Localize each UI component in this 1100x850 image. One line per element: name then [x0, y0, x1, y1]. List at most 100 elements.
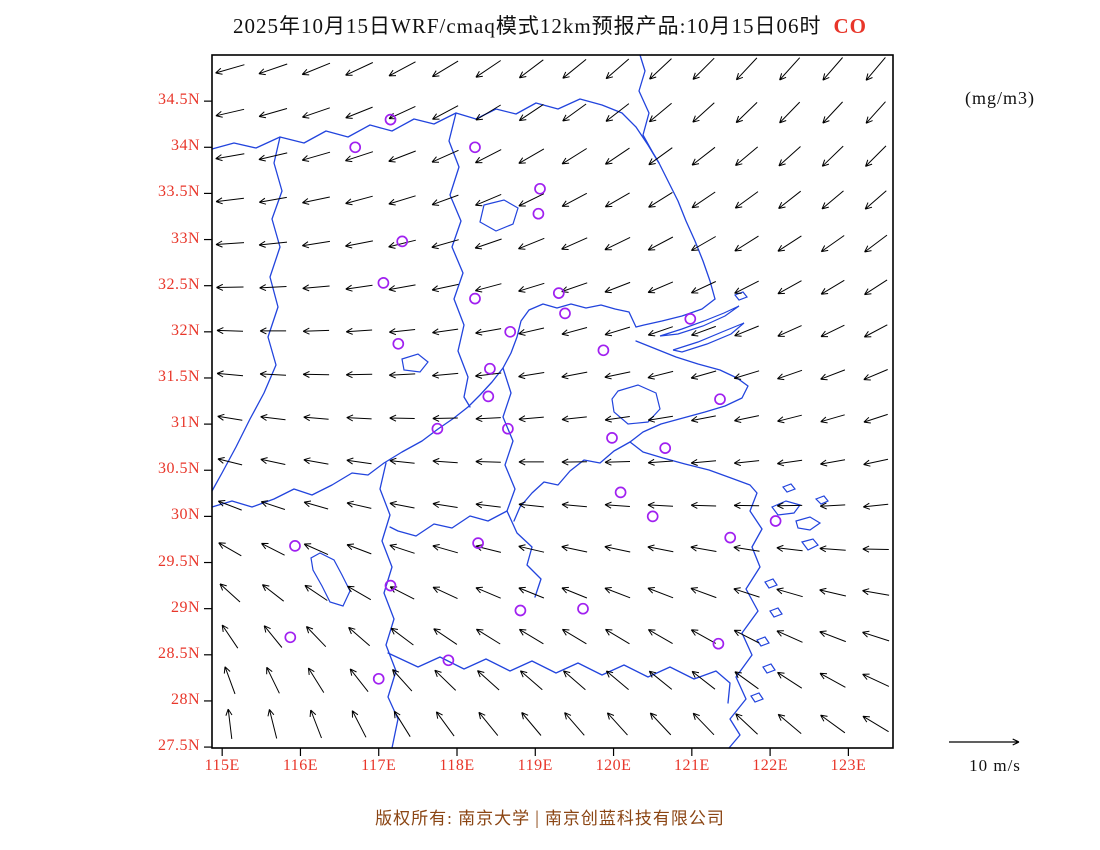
wind-arrow [862, 715, 889, 733]
station-marker [502, 422, 514, 435]
wind-arrow [215, 108, 245, 118]
station-marker [614, 486, 627, 499]
lon-axis-label: 118E [439, 757, 475, 774]
wind-arrow [475, 458, 501, 466]
wind-arrow [388, 105, 416, 120]
page-title: 2025年10月15日WRF/cmaq模式12km预报产品:10月15日06时 C… [0, 10, 1100, 40]
wind-arrow [862, 673, 890, 687]
wind-arrow [302, 107, 330, 119]
wind-arrow [692, 57, 715, 80]
wind-arrow [735, 57, 758, 81]
wind-arrow [434, 669, 457, 691]
wind-arrow [690, 458, 717, 466]
wind-arrow [776, 544, 803, 552]
wind-arrow [309, 709, 322, 739]
wind-arrow [561, 415, 587, 423]
wind-arrow [563, 670, 586, 691]
wind-arrow [864, 279, 888, 296]
wind-arrow [301, 151, 331, 162]
lat-axis-label: 30.5N [157, 460, 200, 478]
wind-arrow [690, 370, 717, 380]
wind-arrow [604, 371, 631, 380]
wind-arrow [647, 281, 674, 294]
wind-arrow [648, 670, 673, 690]
station-marker [349, 141, 362, 154]
wind-arrow [475, 104, 501, 121]
wind-arrow [647, 501, 674, 509]
lon-axis-label: 123E [830, 757, 867, 774]
wind-arrow [820, 324, 845, 338]
lat-axis-label: 27.5N [157, 737, 200, 755]
wind-arrow [604, 192, 630, 208]
station-marker [482, 390, 495, 403]
map-plot [204, 54, 894, 756]
water-outline [401, 353, 429, 373]
wind-arrow [431, 194, 459, 206]
wind-arrow [431, 239, 459, 250]
wind-arrow [518, 628, 544, 645]
wind-arrow [864, 190, 887, 210]
boundary-path [211, 303, 637, 508]
wind-arrow [388, 371, 416, 379]
wind-arrow [733, 629, 760, 644]
water-outline [764, 578, 778, 589]
wind-arrow [389, 328, 416, 336]
wind-arrow [777, 280, 802, 295]
wind-arrow [260, 414, 286, 421]
wind-arrow [605, 58, 630, 80]
wind-arrow [301, 62, 331, 76]
wind-arrow [865, 57, 886, 81]
water-outline [479, 199, 519, 232]
wind-arrow [863, 369, 888, 381]
wind-arrow [647, 326, 673, 337]
wind-arrow [475, 371, 502, 379]
wind-arrow [733, 544, 760, 552]
wind-arrow [561, 148, 587, 165]
wind-arrow [392, 669, 413, 692]
wind-arrow [648, 102, 672, 123]
wind-arrow [518, 501, 544, 509]
station-marker [384, 579, 397, 592]
wind-arrow [475, 328, 502, 336]
wind-arrow [604, 587, 631, 599]
wind-arrow [518, 193, 545, 207]
boundary-path [389, 510, 508, 537]
wind-arrow [221, 624, 239, 649]
wind-arrow [819, 502, 846, 510]
wind-arrow [647, 370, 674, 380]
wind-arrow [518, 282, 545, 293]
wind-arrow [561, 282, 588, 293]
wind-arrow [388, 239, 416, 249]
wind-arrow [604, 236, 631, 251]
station-marker [469, 141, 481, 154]
wind-arrow [604, 458, 631, 466]
wind-arrow [778, 146, 801, 167]
wind-arrow [431, 60, 459, 78]
wind-arrow [691, 670, 716, 690]
wind-arrow [734, 671, 759, 690]
title-species: CO [833, 14, 867, 38]
wind-arrow [733, 587, 760, 598]
wind-arrow [561, 327, 588, 337]
wind-arrow [258, 63, 288, 76]
wind-arrow [864, 234, 888, 253]
station-marker [384, 113, 397, 126]
wind-arrow [302, 240, 330, 249]
wind-arrow [776, 630, 803, 643]
wind-arrow [393, 710, 411, 737]
lat-axis-label: 31.5N [157, 367, 200, 385]
wind-arrow [733, 370, 760, 380]
wind-arrow [432, 328, 459, 336]
wind-arrow [776, 587, 803, 598]
lon-axis-label: 119E [517, 757, 553, 774]
boundary-path [635, 298, 716, 328]
lat-axis-label: 29N [170, 598, 200, 616]
wind-arrow [259, 196, 287, 205]
wind-arrow [260, 500, 286, 510]
water-outline [310, 552, 351, 607]
wind-arrow [346, 457, 372, 465]
wind-arrow [605, 628, 630, 645]
wind-arrow [777, 325, 802, 337]
wind-arrow [865, 145, 887, 167]
wind-arrow [863, 413, 888, 424]
